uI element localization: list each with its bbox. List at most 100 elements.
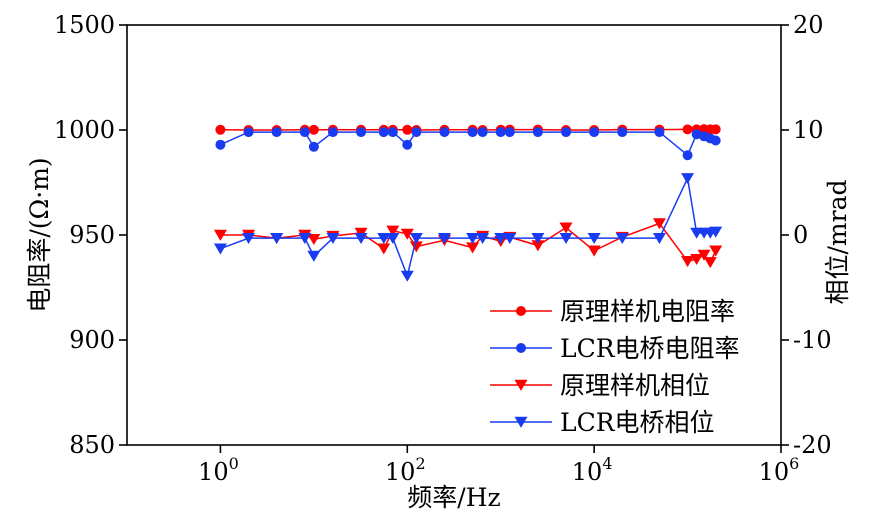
data-point — [561, 127, 572, 138]
data-point — [709, 245, 723, 257]
data-point — [681, 256, 695, 268]
data-point — [587, 245, 601, 257]
data-point — [270, 232, 284, 244]
data-point — [387, 127, 398, 138]
data-point — [559, 222, 573, 234]
data-point — [409, 241, 423, 253]
data-point — [615, 232, 629, 244]
legend-marker — [516, 343, 526, 353]
x-axis-label: 频率/Hz — [407, 483, 500, 512]
series-3 — [213, 218, 723, 269]
data-point — [652, 218, 666, 230]
y-left-tick-label: 850 — [69, 431, 115, 459]
y-right-tick-label: 20 — [793, 11, 824, 39]
data-point — [386, 225, 400, 237]
x-tick-exponent: 4 — [602, 454, 612, 473]
data-point — [617, 127, 628, 138]
data-point — [400, 270, 414, 282]
legend-label: LCR电桥电阻率 — [560, 334, 740, 363]
series-4 — [213, 173, 723, 282]
data-point — [587, 232, 601, 244]
data-point — [559, 232, 573, 244]
y-axis-right-label: 相位/mrad — [823, 180, 852, 305]
y-axis-right: -20 -10 0 10 20 — [781, 11, 832, 459]
data-point — [709, 226, 723, 238]
legend-label: LCR电桥相位 — [560, 408, 715, 437]
data-point — [467, 127, 478, 138]
x-tick-label: 104 — [572, 454, 613, 486]
data-point — [690, 253, 704, 265]
y-left-tick-label: 1000 — [54, 116, 115, 144]
y-axis-left: 850 900 950 1000 1500 — [54, 11, 127, 459]
y-right-tick-label: -20 — [793, 431, 832, 459]
data-point — [242, 232, 256, 244]
data-point — [477, 127, 488, 138]
y-right-tick-label: 0 — [793, 221, 808, 249]
data-point — [682, 124, 693, 135]
x-tick-label: 102 — [385, 454, 426, 486]
legend-entry: 原理样机相位 — [490, 371, 710, 400]
data-point — [307, 250, 321, 262]
data-point — [682, 150, 693, 161]
data-point — [402, 124, 413, 135]
legend-entry: LCR电桥电阻率 — [490, 334, 740, 363]
data-point — [703, 257, 717, 269]
data-point — [437, 232, 451, 244]
y-right-tick-label: 10 — [793, 116, 824, 144]
data-point — [215, 139, 226, 150]
legend-marker — [516, 306, 526, 316]
series-line — [220, 175, 716, 279]
data-point — [710, 124, 721, 135]
data-point — [589, 127, 600, 138]
data-point — [494, 232, 508, 244]
data-point — [271, 127, 282, 138]
x-tick-exponent: 0 — [229, 454, 239, 473]
data-point — [466, 232, 480, 244]
data-point — [213, 229, 227, 241]
legend-entry: LCR电桥相位 — [490, 408, 715, 437]
x-tick-exponent: 2 — [415, 454, 425, 473]
data-point — [504, 127, 515, 138]
data-point — [654, 127, 665, 138]
data-point — [466, 242, 480, 254]
series-2 — [215, 127, 721, 161]
data-point — [378, 127, 389, 138]
data-point — [213, 243, 227, 255]
data-point — [243, 127, 254, 138]
legend-label: 原理样机相位 — [560, 371, 710, 400]
data-point — [411, 127, 422, 138]
data-point — [531, 240, 545, 252]
legend-marker — [514, 416, 528, 428]
data-point — [307, 234, 321, 246]
series-line — [220, 131, 716, 157]
y-right-tick-label: -10 — [793, 326, 832, 354]
data-point — [652, 232, 666, 244]
x-tick-base: 10 — [198, 458, 229, 486]
data-point — [299, 127, 310, 138]
data-point — [503, 232, 517, 244]
data-point — [697, 249, 711, 261]
data-point — [326, 232, 340, 244]
x-tick-base: 10 — [385, 458, 416, 486]
legend-marker — [514, 379, 528, 391]
y-axis-left-label: 电阻率/(Ω·m) — [25, 157, 54, 312]
data-point — [681, 173, 695, 185]
y-left-tick-label: 1500 — [54, 11, 115, 39]
data-point — [495, 127, 506, 138]
x-tick-label: 106 — [759, 454, 800, 486]
data-point — [476, 232, 490, 244]
data-point — [327, 127, 338, 138]
x-tick-base: 10 — [572, 458, 603, 486]
data-point — [298, 232, 312, 244]
data-point — [354, 232, 368, 244]
data-point — [386, 232, 400, 244]
x-axis: 100 102 104 106 — [198, 445, 799, 486]
data-point — [308, 141, 319, 152]
data-point — [308, 124, 319, 135]
y-left-tick-label: 950 — [69, 221, 115, 249]
x-tick-label: 100 — [198, 454, 239, 486]
data-point — [356, 127, 367, 138]
x-tick-exponent: 6 — [789, 454, 799, 473]
